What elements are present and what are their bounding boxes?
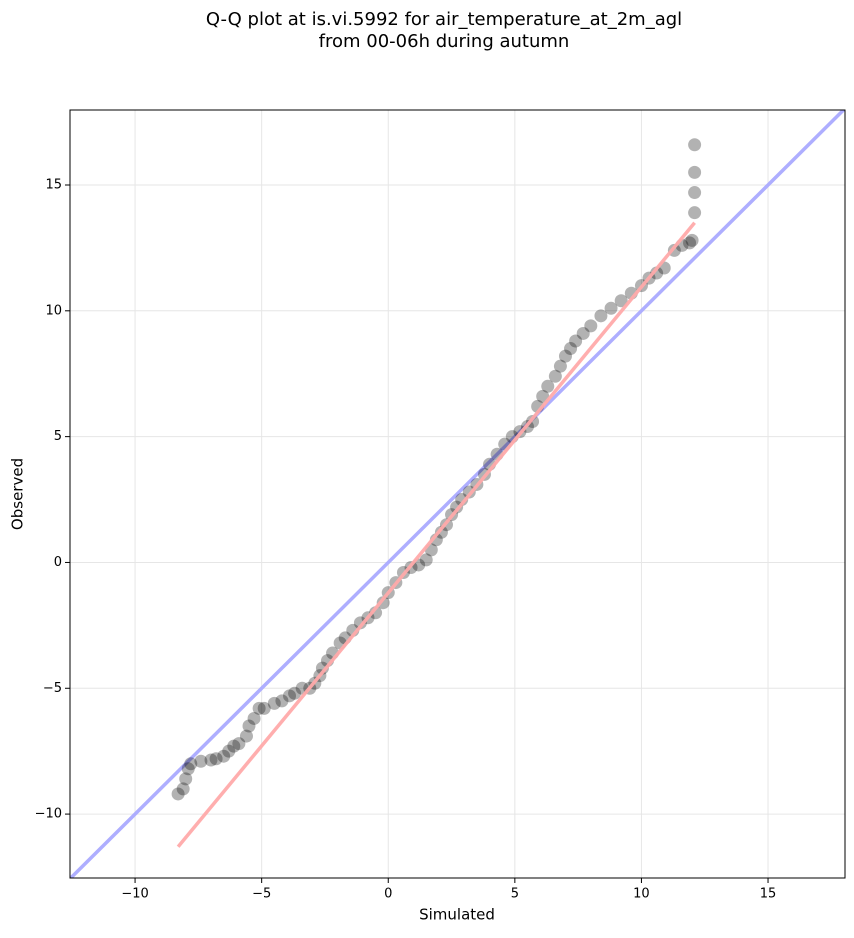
y-tick-label: 10: [45, 303, 62, 318]
plot-area: [70, 110, 845, 878]
axes-frame: [69, 109, 846, 879]
qq-point: [376, 596, 390, 610]
qq-point: [419, 553, 433, 567]
qq-point: [176, 782, 190, 796]
qq-point: [558, 349, 572, 363]
qq-point: [604, 301, 618, 315]
qq-point: [614, 294, 628, 308]
qq-point: [232, 737, 246, 751]
qq-point: [688, 138, 702, 152]
y-tick-label: 5: [54, 429, 62, 444]
qq-point: [688, 165, 702, 179]
qq-point: [283, 689, 297, 703]
qq-point: [688, 206, 702, 220]
qq-point: [227, 739, 241, 753]
qq-point: [194, 754, 208, 768]
x-tick-label: −10: [121, 887, 148, 902]
qq-point: [179, 772, 193, 786]
qq-point: [685, 233, 699, 247]
x-tick-label: 5: [511, 887, 519, 902]
x-tick-label: 10: [633, 887, 650, 902]
qq-point: [688, 186, 702, 200]
qq-point: [252, 701, 266, 715]
y-tick-label: 15: [45, 177, 62, 192]
x-axis-label: Simulated: [419, 906, 495, 924]
qq-point: [553, 359, 567, 373]
qq-point: [247, 711, 261, 725]
qq-point: [222, 744, 236, 758]
qq-point: [171, 787, 185, 801]
x-tick-label: −5: [252, 887, 271, 902]
y-tick-label: −10: [35, 807, 62, 822]
qq-point: [434, 525, 448, 539]
y-tick-label: −5: [43, 681, 62, 696]
qq-point: [209, 752, 223, 766]
y-axis-label: Observed: [9, 458, 27, 530]
x-tick-label: 15: [760, 887, 777, 902]
chart-title: Q-Q plot at is.vi.5992 for air_temperatu…: [206, 9, 682, 30]
qq-point: [239, 729, 253, 743]
qq-point: [594, 309, 608, 323]
qq-point: [184, 757, 198, 771]
reference-line: [176, 221, 696, 848]
qq-point: [569, 334, 583, 348]
qq-point: [548, 369, 562, 383]
qq-point: [181, 762, 195, 776]
qq-point: [683, 236, 697, 250]
qq-point: [288, 686, 302, 700]
reference-line: [70, 110, 845, 878]
qq-point: [267, 696, 281, 710]
qq-point: [576, 326, 590, 340]
qq-point: [564, 342, 578, 356]
qq-point: [257, 701, 271, 715]
chart-subtitle: from 00-06h during autumn: [319, 31, 570, 52]
qq-point: [242, 719, 256, 733]
qq-point: [315, 661, 329, 675]
qq-point: [217, 749, 231, 763]
qq-point: [275, 694, 289, 708]
qq-point: [541, 379, 555, 393]
qq-point: [584, 319, 598, 333]
x-tick-label: 0: [384, 887, 392, 902]
qq-point: [353, 616, 367, 630]
qq-point: [204, 753, 218, 767]
y-tick-label: 0: [54, 555, 62, 570]
